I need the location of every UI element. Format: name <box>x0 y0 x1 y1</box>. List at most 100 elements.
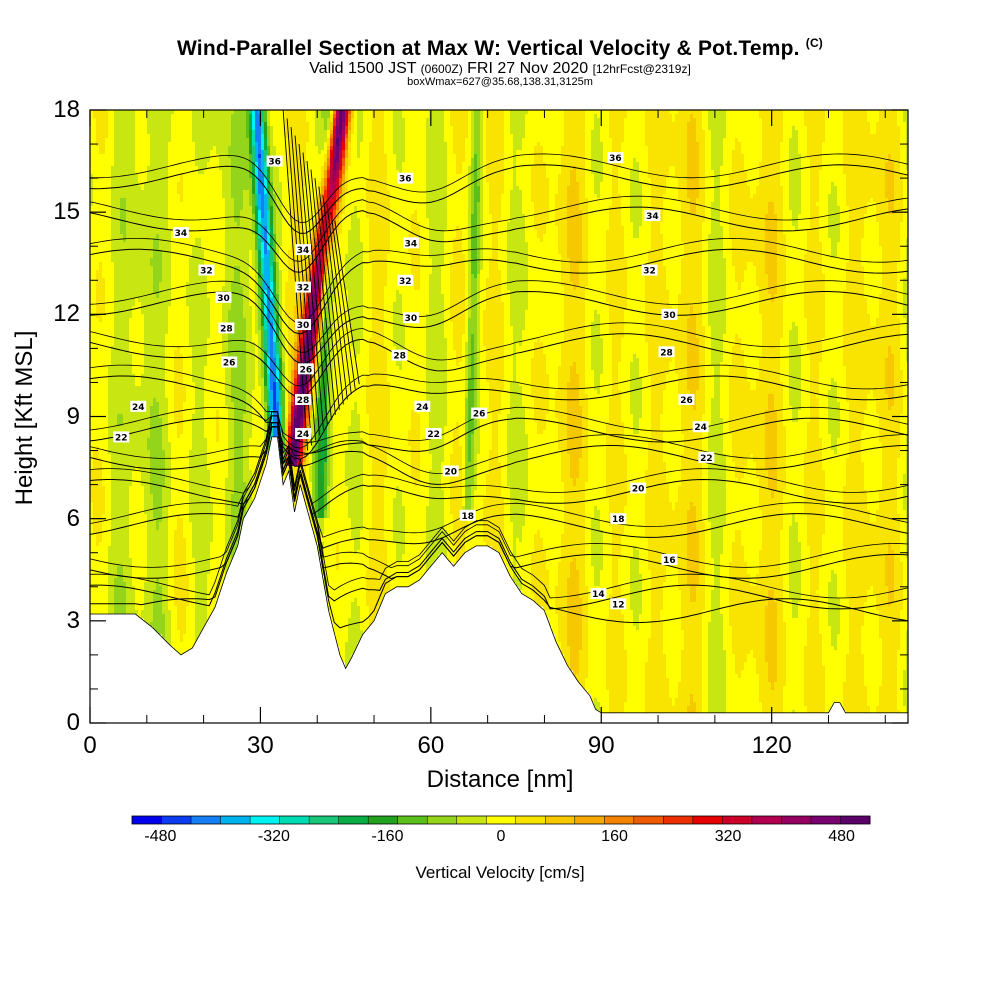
velocity-cell <box>132 558 136 563</box>
velocity-cell <box>96 222 100 227</box>
velocity-cell <box>99 170 103 175</box>
velocity-cell <box>114 446 118 451</box>
velocity-cell <box>132 578 136 583</box>
velocity-cell <box>105 114 109 119</box>
velocity-cell <box>141 182 145 187</box>
velocity-cell <box>126 562 130 567</box>
velocity-cell <box>90 310 94 315</box>
velocity-cell <box>129 558 133 563</box>
velocity-cell <box>117 130 121 135</box>
velocity-cell <box>144 394 148 399</box>
velocity-cell <box>135 206 139 211</box>
velocity-cell <box>90 118 94 123</box>
velocity-cell <box>141 398 145 403</box>
velocity-cell <box>111 286 115 291</box>
velocity-cell <box>129 238 133 243</box>
velocity-cell <box>126 466 130 471</box>
velocity-cell <box>129 202 133 207</box>
velocity-cell <box>93 138 97 143</box>
velocity-cell <box>111 566 115 571</box>
velocity-cell <box>144 310 148 315</box>
velocity-cell <box>111 282 115 287</box>
velocity-cell <box>102 442 106 447</box>
velocity-cell <box>90 350 94 355</box>
velocity-cell <box>114 182 118 187</box>
velocity-cell <box>129 230 133 235</box>
velocity-cell <box>144 398 148 403</box>
velocity-cell <box>108 450 112 455</box>
velocity-cell <box>141 126 145 131</box>
velocity-cell <box>144 226 148 231</box>
velocity-cell <box>111 174 115 179</box>
velocity-cell <box>132 170 136 175</box>
velocity-cell <box>135 238 139 243</box>
velocity-cell <box>135 230 139 235</box>
velocity-cell <box>114 130 118 135</box>
velocity-cell <box>123 330 127 335</box>
velocity-cell <box>114 346 118 351</box>
velocity-cell <box>99 206 103 211</box>
velocity-cell <box>141 162 145 167</box>
velocity-cell <box>102 114 106 119</box>
velocity-cell <box>96 246 100 251</box>
velocity-cell <box>111 342 115 347</box>
velocity-cell <box>102 486 106 491</box>
velocity-cell <box>102 326 106 331</box>
velocity-cell <box>132 594 136 599</box>
velocity-cell <box>99 306 103 311</box>
velocity-cell <box>120 222 124 227</box>
velocity-cell <box>99 142 103 147</box>
velocity-cell <box>141 314 145 319</box>
velocity-cell <box>117 194 121 199</box>
velocity-cell <box>102 526 106 531</box>
velocity-cell <box>126 202 130 207</box>
velocity-cell <box>99 470 103 475</box>
velocity-cell <box>138 302 142 307</box>
velocity-cell <box>90 598 94 603</box>
velocity-cell <box>132 438 136 443</box>
velocity-cell <box>93 254 97 259</box>
velocity-cell <box>129 594 133 599</box>
velocity-cell <box>99 118 103 123</box>
velocity-cell <box>93 234 97 239</box>
velocity-cell <box>108 550 112 555</box>
velocity-cell <box>138 294 142 299</box>
velocity-cell <box>108 122 112 127</box>
velocity-cell <box>141 510 145 515</box>
velocity-cell <box>111 550 115 555</box>
velocity-cell <box>93 226 97 231</box>
velocity-cell <box>99 410 103 415</box>
velocity-cell <box>90 498 94 503</box>
velocity-cell <box>135 214 139 219</box>
velocity-cell <box>96 526 100 531</box>
velocity-cell <box>144 278 148 283</box>
velocity-cell <box>105 410 109 415</box>
velocity-cell <box>102 574 106 579</box>
velocity-cell <box>129 522 133 527</box>
velocity-cell <box>117 518 121 523</box>
velocity-cell <box>144 154 148 159</box>
velocity-cell <box>135 170 139 175</box>
velocity-cell <box>141 598 145 603</box>
velocity-cell <box>120 522 124 527</box>
velocity-cell <box>129 390 133 395</box>
velocity-cell <box>126 150 130 155</box>
velocity-cell <box>120 118 124 123</box>
velocity-cell <box>93 158 97 163</box>
velocity-cell <box>108 430 112 435</box>
velocity-cell <box>90 170 94 175</box>
velocity-cell <box>126 418 130 423</box>
velocity-cell <box>90 134 94 139</box>
velocity-cell <box>96 494 100 499</box>
velocity-cell <box>114 606 118 611</box>
velocity-cell <box>129 182 133 187</box>
velocity-cell <box>93 174 97 179</box>
velocity-cell <box>141 590 145 595</box>
velocity-cell <box>123 470 127 475</box>
velocity-cell <box>123 490 127 495</box>
velocity-cell <box>99 130 103 135</box>
velocity-cell <box>96 430 100 435</box>
velocity-cell <box>123 286 127 291</box>
velocity-cell <box>138 246 142 251</box>
velocity-cell <box>138 446 142 451</box>
